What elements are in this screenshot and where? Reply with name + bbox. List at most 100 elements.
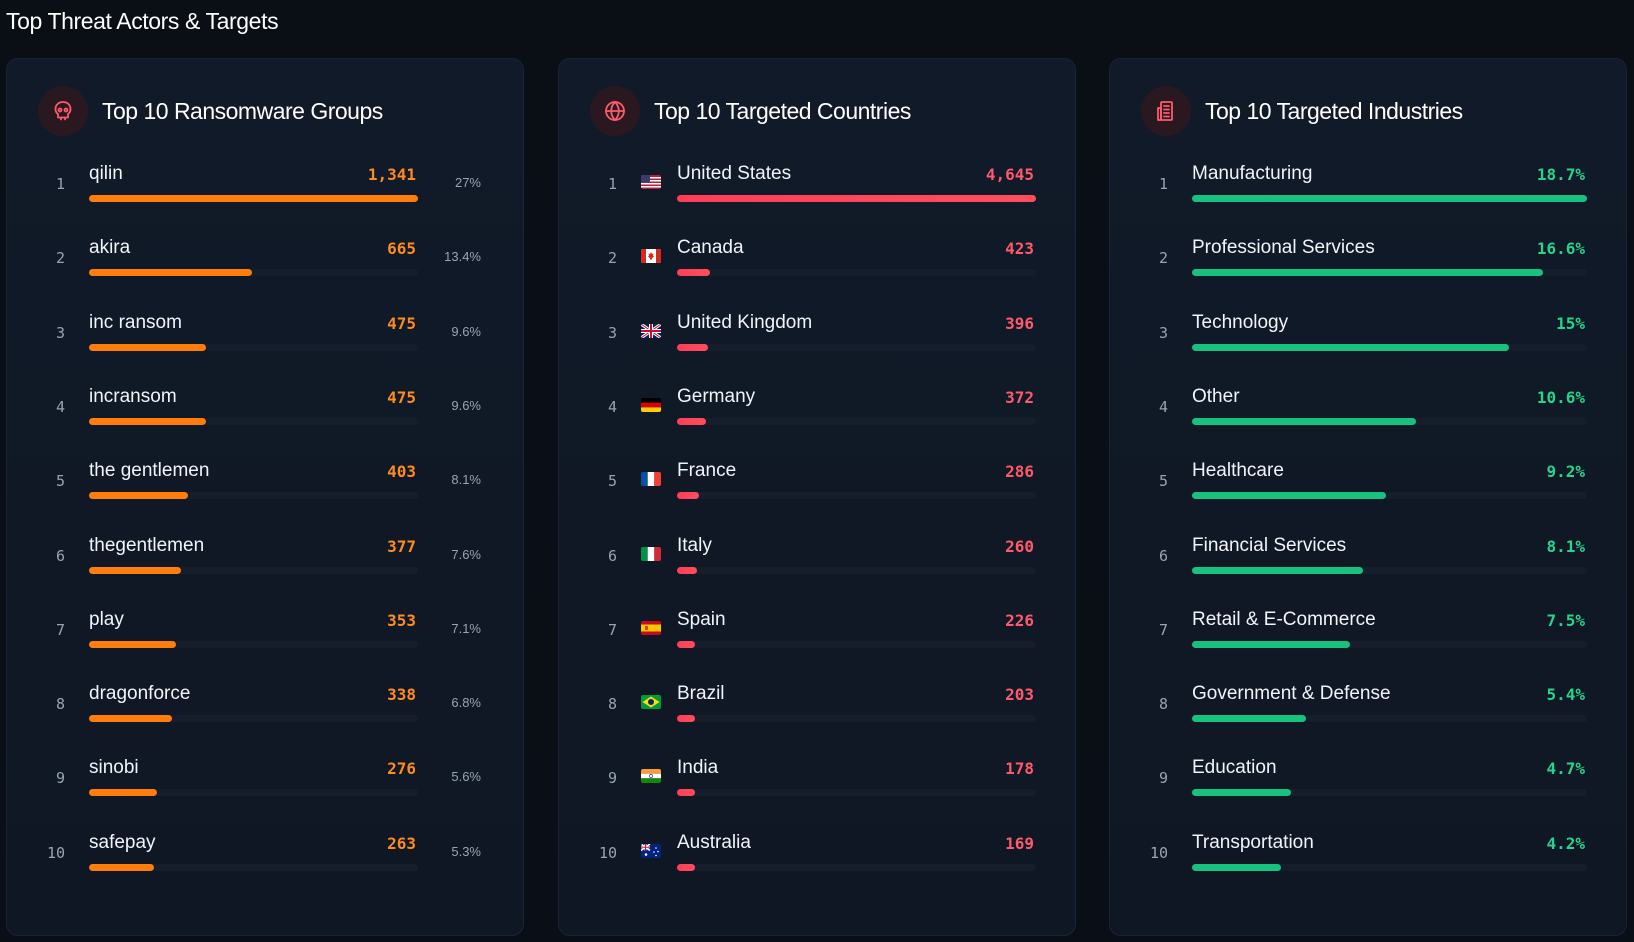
rank-number: 7: [55, 620, 65, 639]
progress-fill: [677, 566, 698, 574]
rank-number: 10: [1149, 843, 1168, 862]
list-item[interactable]: 5 France 286: [559, 460, 1075, 520]
list-item[interactable]: 6 thegentlemen 377 7.6%: [7, 535, 523, 595]
rank-number: 4: [607, 397, 617, 416]
list-item[interactable]: 1 Manufacturing 18.7%: [1110, 163, 1626, 223]
list-item[interactable]: 5 Healthcare 9.2%: [1110, 460, 1626, 520]
list-item[interactable]: 2 akira 665 13.4%: [7, 237, 523, 297]
flag-us-icon: [641, 175, 661, 189]
progress-track: [89, 640, 418, 648]
rank-number: 1: [607, 175, 617, 193]
item-percentage: 7.6%: [451, 546, 481, 562]
globe-icon: [590, 86, 640, 136]
item-percentage: 5.6%: [451, 769, 481, 785]
list-item[interactable]: 2 Canada 423: [559, 237, 1075, 297]
item-value: 5.4%: [1546, 685, 1585, 705]
progress-fill: [89, 789, 157, 797]
flag-fr-icon: [641, 472, 661, 487]
item-value: 4.7%: [1546, 759, 1585, 779]
rank-number: 8: [607, 695, 617, 714]
list-item[interactable]: 10 safepay 263 5.3%: [7, 832, 523, 892]
progress-fill: [89, 417, 206, 425]
rank-number: 9: [607, 769, 617, 788]
building-icon: [1141, 86, 1191, 136]
item-value: 169: [1005, 833, 1034, 853]
progress-fill: [677, 863, 695, 871]
list-item[interactable]: 1 qilin 1,341 27%: [7, 163, 523, 223]
list-item[interactable]: 3 inc ransom 475 9.6%: [7, 312, 523, 372]
list-item[interactable]: 2 Professional Services 16.6%: [1110, 237, 1626, 297]
item-label: sinobi: [89, 757, 139, 779]
progress-track: [677, 195, 1036, 202]
progress-track: [89, 343, 418, 351]
item-label: Healthcare: [1192, 460, 1284, 482]
item-label: incransom: [89, 385, 177, 407]
rank-number: 2: [607, 249, 617, 268]
item-label: Brazil: [677, 683, 725, 705]
panel-title: Top 10 Targeted Countries: [654, 97, 911, 124]
list-item[interactable]: 4 Other 10.6%: [1110, 386, 1626, 446]
list-item[interactable]: 10 Transportation 4.2%: [1110, 832, 1626, 892]
item-label: United Kingdom: [677, 311, 813, 333]
list-item[interactable]: 6 Italy 260: [559, 535, 1075, 595]
progress-track: [1192, 789, 1587, 797]
list-item[interactable]: 7 play 353 7.1%: [7, 609, 523, 669]
item-label: Education: [1192, 757, 1277, 779]
list-item[interactable]: 9 India 178: [559, 757, 1075, 817]
progress-track: [89, 195, 418, 202]
progress-fill: [1192, 863, 1281, 871]
progress-track: [677, 492, 1036, 500]
progress-track: [1192, 417, 1587, 425]
flag-ca-icon: [641, 249, 661, 264]
progress-track: [677, 789, 1036, 797]
progress-track: [89, 269, 418, 277]
section-title: Top Threat Actors & Targets: [6, 8, 279, 34]
list-item[interactable]: 7 Retail & E-Commerce 7.5%: [1110, 609, 1626, 669]
list-item[interactable]: 10 Australia 169: [559, 832, 1075, 892]
list-item[interactable]: 6 Financial Services 8.1%: [1110, 535, 1626, 595]
progress-fill: [89, 269, 253, 277]
panel-title: Top 10 Targeted Industries: [1205, 97, 1463, 124]
flag-es-icon: [641, 620, 661, 635]
rank-number: 5: [607, 472, 617, 491]
item-value: 372: [1005, 387, 1034, 407]
list-item[interactable]: 5 the gentlemen 403 8.1%: [7, 460, 523, 520]
item-label: Other: [1192, 385, 1240, 407]
progress-track: [89, 863, 418, 871]
list-item[interactable]: 9 Education 4.7%: [1110, 757, 1626, 817]
list-item[interactable]: 8 Government & Defense 5.4%: [1110, 683, 1626, 743]
list-item[interactable]: 7 Spain 226: [559, 609, 1075, 669]
rank-number: 9: [55, 769, 65, 788]
item-label: Manufacturing: [1192, 163, 1313, 184]
list-item[interactable]: 4 Germany 372: [559, 386, 1075, 446]
progress-track: [1192, 343, 1587, 351]
progress-track: [1192, 269, 1587, 277]
flag-de-icon: [641, 397, 661, 412]
progress-fill: [677, 715, 695, 723]
progress-fill: [677, 195, 1036, 202]
item-label: akira: [89, 237, 131, 259]
list-item[interactable]: 1 United States 4,645: [559, 163, 1075, 223]
item-label: India: [677, 757, 719, 779]
item-value: 9.2%: [1546, 462, 1585, 482]
item-value: 4,645: [985, 165, 1034, 184]
item-value: 396: [1005, 313, 1034, 333]
item-label: Retail & E-Commerce: [1192, 608, 1376, 630]
list-item[interactable]: 8 dragonforce 338 6.8%: [7, 683, 523, 743]
progress-fill: [677, 789, 695, 797]
rank-number: 4: [1158, 397, 1168, 416]
item-value: 1,341: [367, 165, 416, 184]
skull-icon: [38, 86, 88, 136]
item-label: the gentlemen: [89, 460, 210, 482]
list-item[interactable]: 3 United Kingdom 396: [559, 312, 1075, 372]
flag-br-icon: [641, 695, 661, 710]
list-item[interactable]: 3 Technology 15%: [1110, 312, 1626, 372]
list-item[interactable]: 4 incransom 475 9.6%: [7, 386, 523, 446]
list-item[interactable]: 8 Brazil 203: [559, 683, 1075, 743]
item-value: 475: [387, 313, 416, 333]
rank-number: 8: [1158, 695, 1168, 714]
list-item[interactable]: 9 sinobi 276 5.6%: [7, 757, 523, 817]
item-label: qilin: [89, 163, 123, 184]
item-label: inc ransom: [89, 311, 182, 333]
item-value: 260: [1005, 536, 1034, 556]
